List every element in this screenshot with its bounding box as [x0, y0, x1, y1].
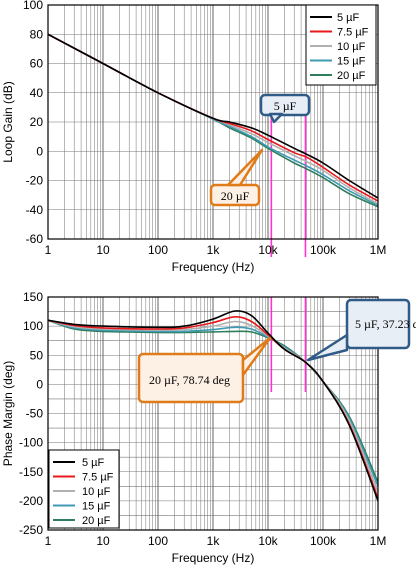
loop-gain-y-axis-title: Loop Gain (dB) [1, 81, 15, 162]
loop-gain-x-ticks: 1 10 100 1k 10k 100k 1M [45, 243, 387, 257]
phase-margin-y-tick-label: 50 [30, 348, 44, 362]
phase-margin-callout-label: 5 µF, 37.23 deg [355, 317, 416, 331]
loop-gain-x-axis-title: Frequency (Hz) [172, 260, 255, 274]
phase-margin-x-ticks: 1 10 100 1k 10k 100k 1M [45, 534, 387, 548]
phase-margin-callout-pointer [306, 333, 349, 362]
phase-margin-y-tick-label: 100 [23, 319, 43, 333]
phase-margin-series-line [47, 310, 379, 502]
loop-gain-y-tick-label: 60 [30, 57, 44, 71]
phase-margin-y-tick-label: -250 [19, 523, 43, 537]
loop-gain-markers [270, 98, 307, 257]
phase-margin-legend-label: 15 µF [82, 501, 111, 513]
loop-gain-x-tick-label: 10 [96, 243, 110, 257]
phase-margin-callout: 5 µF, 37.23 deg [306, 298, 416, 362]
phase-margin-x-tick-label: 1k [207, 534, 221, 548]
phase-margin-callouts: 5 µF, 37.23 deg 20 µF, 78.74 deg [137, 298, 416, 404]
loop-gain-callout: 5 µF [259, 93, 311, 124]
loop-gain-x-tick-label: 1k [207, 243, 221, 257]
phase-margin-y-ticks: 150 100 50 0 -50 -100 -150 -200 -250 [19, 290, 43, 537]
loop-gain-y-tick-label: 100 [23, 0, 43, 12]
loop-gain-legend: 5 µF 7.5 µF 10 µF 15 µF 20 µF [305, 4, 377, 86]
phase-margin-legend: 5 µF 7.5 µF 10 µF 15 µF 20 µF [48, 449, 120, 529]
phase-margin-callout-pointer [241, 336, 272, 377]
loop-gain-y-tick-label: 20 [30, 115, 44, 129]
loop-gain-callout: 20 µF [209, 148, 264, 207]
phase-margin-x-tick-label: 1 [45, 534, 52, 548]
phase-margin-x-tick-label: 100 [148, 534, 168, 548]
loop-gain-callout-label: 20 µF [221, 189, 250, 203]
phase-margin-y-tick-label: -100 [19, 436, 43, 450]
loop-gain-legend-label: 20 µF [337, 70, 366, 82]
phase-margin-callout-label: 20 µF, 78.74 deg [149, 373, 230, 387]
loop-gain-y-tick-label: 40 [30, 86, 44, 100]
phase-margin-y-tick-label: -150 [19, 465, 43, 479]
phase-margin-callout: 20 µF, 78.74 deg [137, 336, 272, 404]
loop-gain-y-tick-label: -40 [26, 203, 44, 217]
loop-gain-legend-label: 10 µF [337, 41, 366, 53]
phase-margin-y-tick-label: 0 [36, 377, 43, 391]
phase-margin-y-tick-label: 150 [23, 290, 43, 304]
phase-margin-y-tick-label: -200 [19, 494, 43, 508]
loop-gain-grid [47, 4, 378, 240]
loop-gain-y-ticks: 100 80 60 40 20 0 -20 -40 -60 [23, 0, 43, 246]
loop-gain-callout-pointer [268, 112, 284, 124]
phase-margin-callout-box [137, 352, 245, 404]
phase-margin-legend-label: 10 µF [82, 486, 111, 498]
loop-gain-y-tick-label: 80 [30, 27, 44, 41]
phase-margin-y-axis-title: Phase Margin (deg) [1, 361, 15, 466]
phase-margin-x-tick-label: 10k [258, 534, 278, 548]
phase-margin-markers [270, 297, 307, 392]
loop-gain-plot-frame [47, 4, 379, 240]
loop-gain-callout-label: 5 µF [274, 99, 297, 113]
phase-margin-plot-frame [47, 296, 379, 531]
loop-gain-legend-label: 7.5 µF [337, 27, 369, 39]
loop-gain-legend-label: 15 µF [337, 56, 366, 68]
loop-gain-legend-label: 5 µF [337, 12, 360, 24]
loop-gain-y-tick-label: -60 [26, 232, 44, 246]
phase-margin-x-tick-label: 10 [96, 534, 110, 548]
phase-margin-chart: 150 100 50 0 -50 -100 -150 -200 -250 1 10 100 1k 10k… [1, 290, 416, 565]
loop-gain-y-tick-label: 0 [36, 144, 43, 158]
loop-gain-x-tick-label: 100 [148, 243, 168, 257]
loop-gain-x-tick-label: 100k [310, 243, 337, 257]
loop-gain-series-line [47, 33, 379, 199]
loop-gain-x-tick-label: 1M [370, 243, 387, 257]
loop-gain-y-tick-label: -20 [26, 174, 44, 188]
phase-margin-legend-label: 5 µF [82, 457, 105, 469]
loop-gain-callout-box [259, 93, 311, 117]
phase-margin-x-tick-label: 100k [310, 534, 337, 548]
phase-margin-legend-label: 20 µF [82, 515, 111, 527]
loop-gain-x-tick-label: 10k [258, 243, 278, 257]
phase-margin-y-tick-label: -50 [26, 407, 44, 421]
loop-gain-series [47, 33, 379, 208]
phase-margin-x-axis-title: Frequency (Hz) [172, 551, 255, 565]
loop-gain-x-tick-label: 1 [45, 243, 52, 257]
loop-gain-callout-pointer [226, 148, 264, 187]
phase-margin-series [47, 310, 379, 502]
phase-margin-x-tick-label: 1M [370, 534, 387, 548]
loop-gain-callouts: 5 µF 20 µF [209, 93, 311, 207]
phase-margin-callout-box [345, 298, 411, 350]
phase-margin-legend-label: 7.5 µF [82, 472, 114, 484]
